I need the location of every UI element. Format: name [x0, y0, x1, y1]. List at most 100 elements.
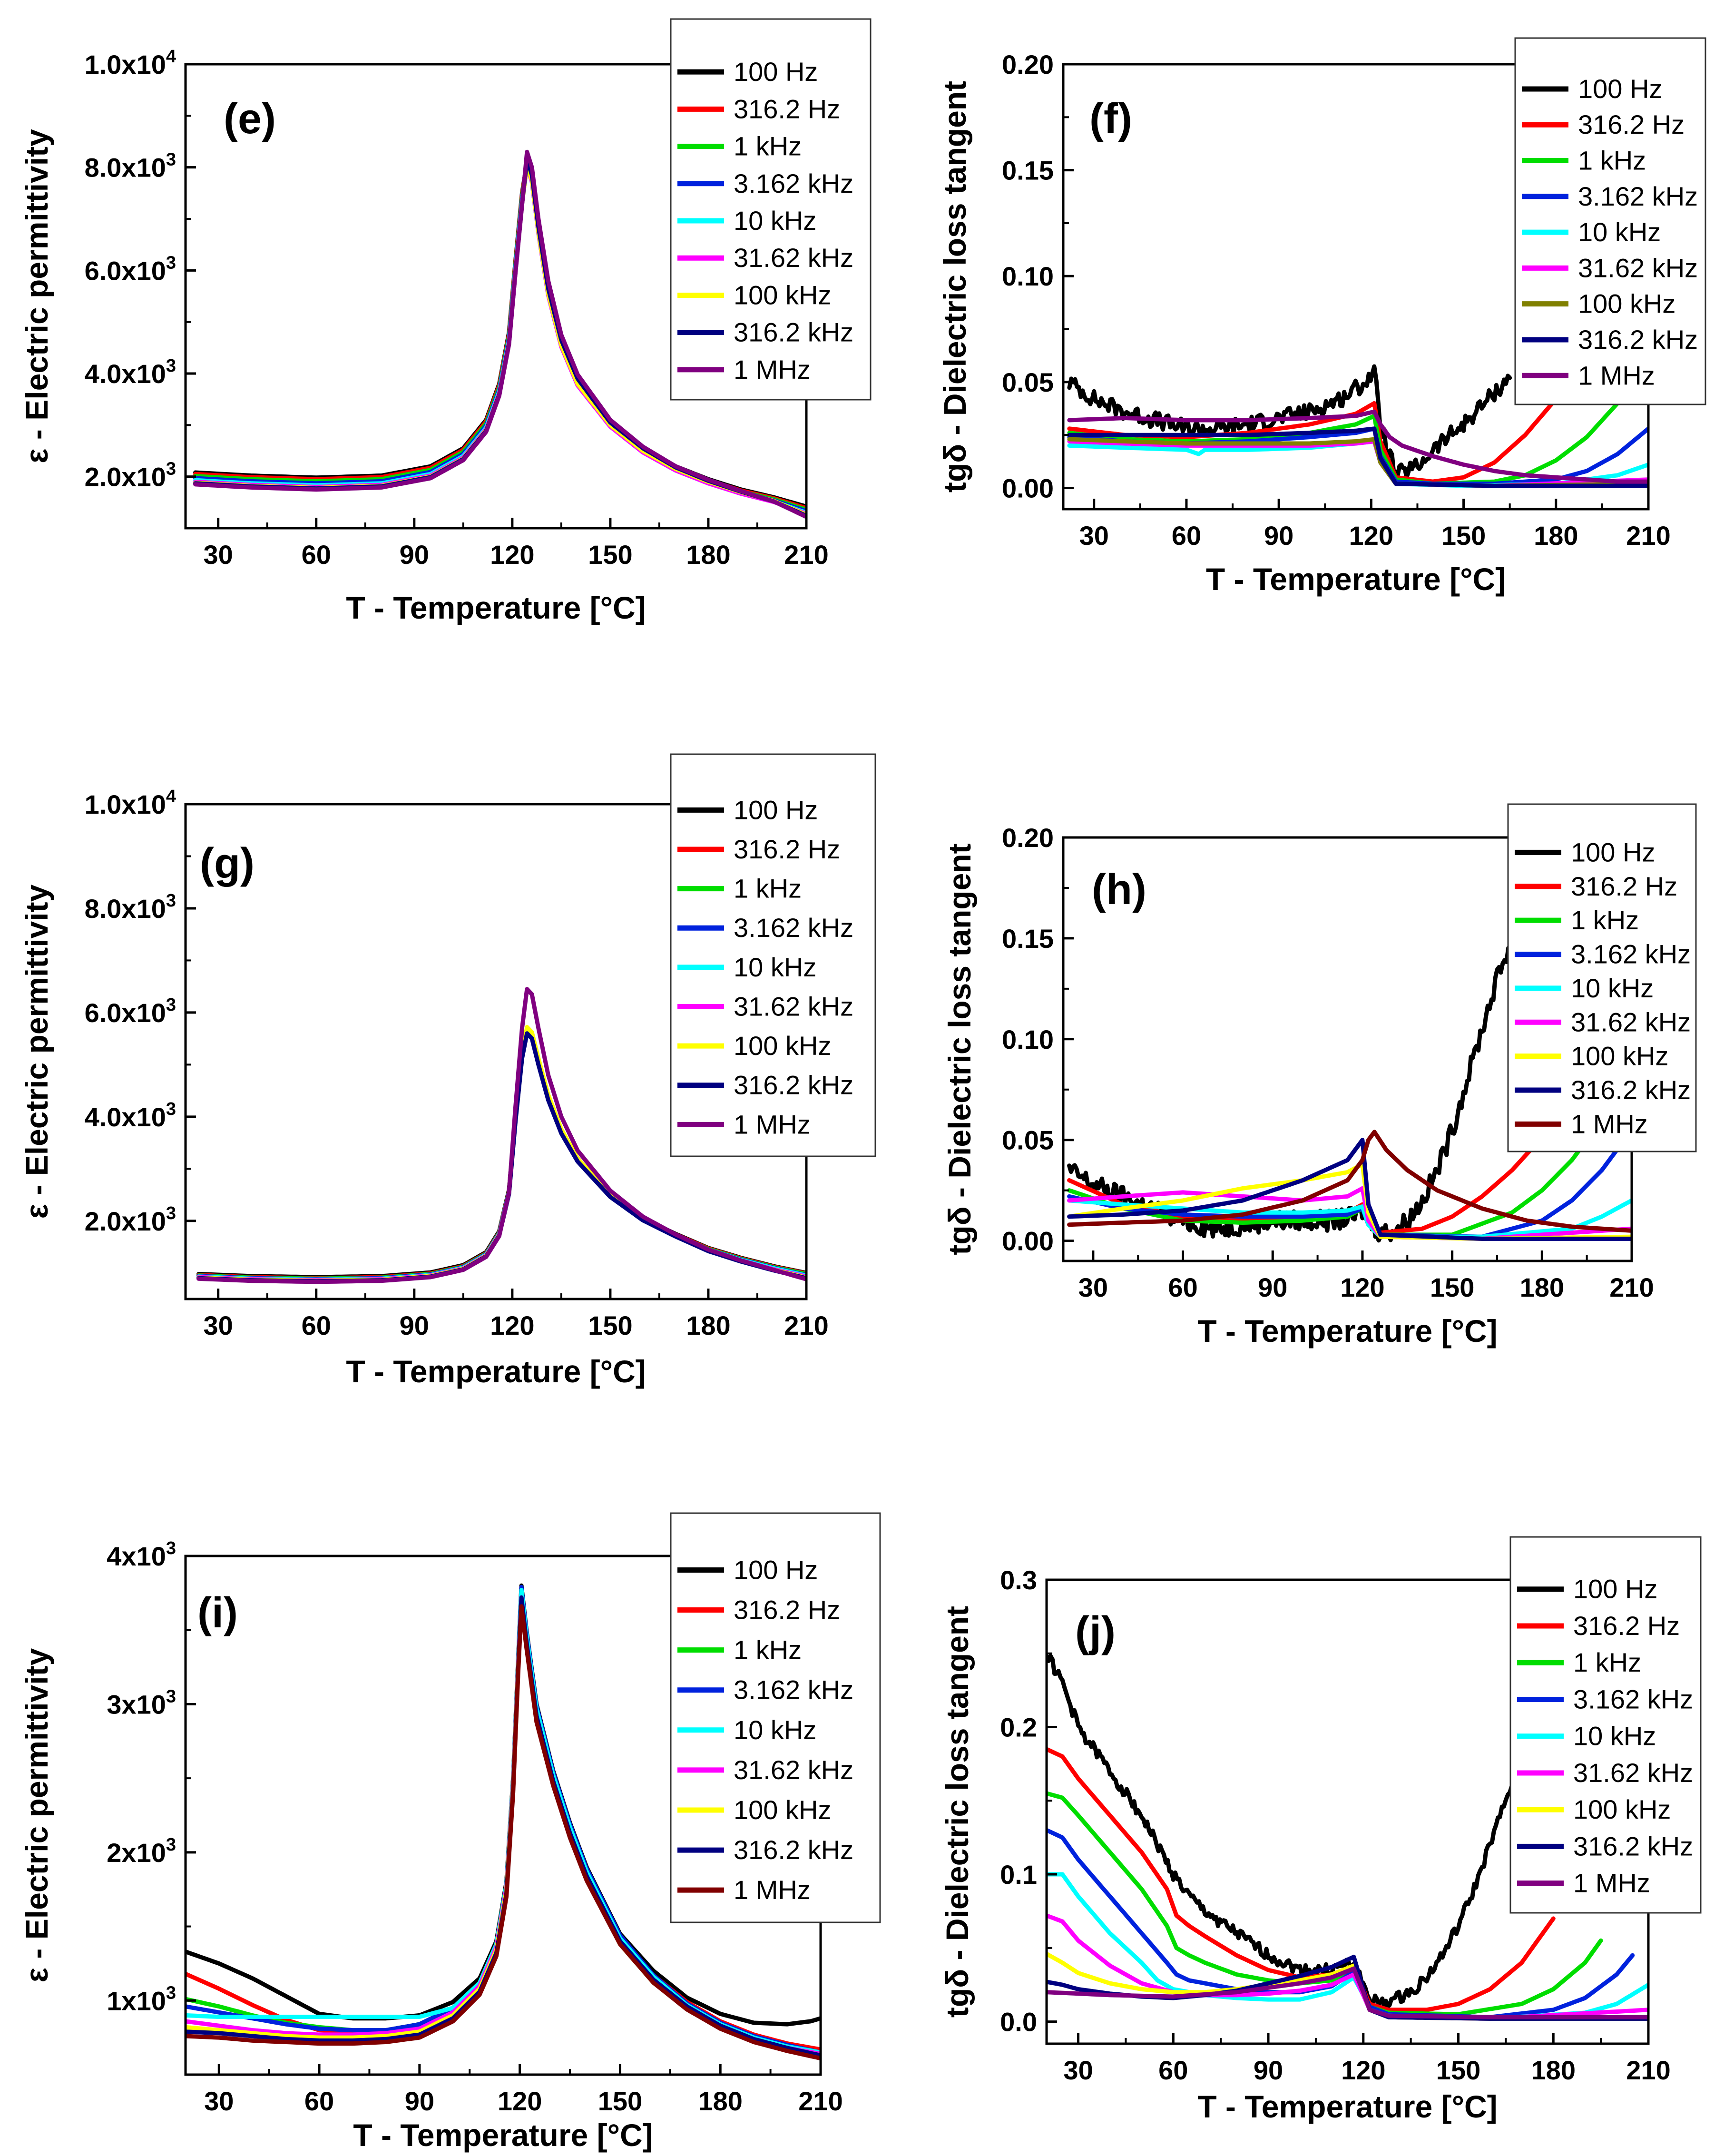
x-tick-label: 210: [798, 2086, 843, 2116]
panel-label: (e): [224, 95, 276, 143]
y-tick-label: 1.0x104: [85, 787, 176, 819]
legend-entry: 3.162 kHz: [734, 1675, 853, 1705]
y-tick-label: 2.0x103: [85, 459, 176, 492]
x-tick-label: 120: [490, 540, 534, 570]
x-tick-label: 60: [1158, 2055, 1188, 2085]
legend: 100 Hz 316.2 Hz 1 kHz 3.162 kHz 10 kHz 31.62 …: [1507, 803, 1697, 1152]
legend-entry: 10 kHz: [734, 1715, 816, 1745]
series-group: [186, 1583, 821, 2061]
legend: 100 Hz 316.2 Hz 1 kHz 3.162 kHz 10 kHz 31.62 …: [670, 18, 872, 401]
legend-entry: 100 kHz: [1573, 1794, 1671, 1824]
panel-e: 30 60 90 120 150 180 210 2.0x103 4.0x103 6.0x103 8…: [19, 18, 872, 625]
legend-entry: 316.2 kHz: [734, 1070, 853, 1100]
y-tick-label: 1.0x104: [85, 47, 176, 79]
y-tick-label: 8.0x103: [85, 150, 176, 183]
legend-box: [1507, 803, 1697, 1152]
x-tick-label: 150: [598, 2086, 642, 2116]
y-tick-label: 0.00: [1002, 1226, 1054, 1256]
legend-entry: 10 kHz: [734, 206, 816, 236]
x-tick-label: 30: [204, 540, 233, 570]
legend: 100 Hz 316.2 Hz 1 kHz 3.162 kHz 10 kHz 31.62 …: [1514, 37, 1706, 405]
legend-entry: 31.62 kHz: [1578, 253, 1698, 283]
legend-entry: 31.62 kHz: [734, 1755, 853, 1785]
y-tick-label: 0.15: [1002, 924, 1054, 954]
panel-label: (j): [1075, 1608, 1116, 1656]
x-tick-label: 180: [1534, 521, 1578, 551]
legend-entry: 100 Hz: [734, 57, 818, 87]
legend-entry: 316.2 Hz: [734, 834, 840, 864]
legend-entry: 316.2 kHz: [1573, 1831, 1693, 1861]
series-line-316-2-khz: [1067, 426, 1648, 488]
x-tick-label: 60: [302, 1310, 331, 1340]
series-group: [1067, 936, 1632, 1243]
x-tick-label: 60: [1168, 1272, 1197, 1302]
legend-entry: 1 kHz: [1573, 1647, 1641, 1677]
legend-entry: 1 MHz: [1573, 1868, 1650, 1898]
x-axis-title: T - Temperature [°C]: [346, 590, 646, 625]
x-tick-label: 120: [1341, 2055, 1385, 2085]
legend-entry: 316.2 Hz: [1571, 871, 1677, 901]
legend-entry: 100 kHz: [734, 280, 831, 310]
x-axis-title: T - Temperature [°C]: [1197, 2089, 1497, 2124]
legend: 100 Hz 316.2 Hz 1 kHz 3.162 kHz 10 kHz 31.62 …: [670, 1512, 881, 1923]
y-tick-label: 4.0x103: [85, 1099, 176, 1132]
series-line-100-hz: [1067, 364, 1512, 480]
panel-h: 30 60 90 120 150 180 210 0.00 0.05 0.10 0.15 0.20 T …: [942, 803, 1697, 1349]
panel-i: 30 60 90 120 150 180 210 1x103 2x103 3x103 4x103 T …: [19, 1512, 881, 2153]
y-tick-label: 0.10: [1002, 1024, 1054, 1054]
y-tick-label: 4x103: [107, 1538, 176, 1571]
x-tick-label: 120: [498, 2086, 542, 2116]
legend-entry: 1 MHz: [734, 1109, 811, 1139]
x-axis-title: T - Temperature [°C]: [1206, 561, 1506, 597]
x-tick-label: 150: [1441, 521, 1486, 551]
series-line-1-mhz: [196, 987, 806, 1284]
x-tick-label: 150: [588, 540, 632, 570]
legend-entry: 1 MHz: [734, 1875, 811, 1905]
legend-entry: 100 Hz: [1573, 1574, 1657, 1604]
legend: 100 Hz 316.2 Hz 1 kHz 3.162 kHz 10 kHz 31.62 …: [670, 753, 876, 1157]
x-tick-label: 180: [1531, 2055, 1576, 2085]
series-line-1-mhz: [193, 149, 806, 519]
legend-box: [670, 753, 876, 1157]
legend-entry: 10 kHz: [1573, 1721, 1656, 1751]
series-line-1-mhz: [186, 1604, 821, 2061]
series-line-1-mhz: [1047, 1966, 1648, 2019]
legend-entry: 3.162 kHz: [734, 913, 853, 943]
x-tick-label: 210: [1626, 2055, 1670, 2085]
legend-entry: 3.162 kHz: [734, 168, 853, 198]
legend-entry: 31.62 kHz: [734, 991, 853, 1021]
y-tick-label: 0.05: [1002, 1125, 1054, 1155]
legend-entry: 100 Hz: [734, 795, 818, 825]
x-tick-label: 30: [204, 1310, 233, 1340]
series-group: [1047, 1654, 1648, 2021]
legend-entry: 100 kHz: [1578, 289, 1675, 319]
x-tick-label: 180: [698, 2086, 742, 2116]
legend-entry: 100 kHz: [1571, 1041, 1668, 1071]
y-axis-title: tgδ - Dielectric loss tangent: [937, 81, 972, 492]
x-tick-label: 30: [1079, 521, 1109, 551]
legend-entry: 100 kHz: [734, 1795, 831, 1825]
legend-entry: 1 kHz: [734, 1635, 802, 1665]
series-group: [196, 987, 806, 1284]
legend-entry: 10 kHz: [1571, 973, 1654, 1003]
panel-label: (h): [1092, 866, 1146, 914]
legend: 100 Hz 316.2 Hz 1 kHz 3.162 kHz 10 kHz 31.62 …: [1509, 1536, 1702, 1914]
legend-entry: 100 Hz: [1571, 837, 1655, 867]
legend-entry: 316.2 kHz: [1571, 1075, 1691, 1105]
x-tick-label: 90: [1254, 2055, 1283, 2085]
y-axis-title: ε - Electric permittivity: [19, 884, 54, 1219]
legend-entry: 1 MHz: [1578, 360, 1655, 390]
legend-entry: 316.2 Hz: [734, 1595, 840, 1625]
x-tick-label: 150: [1430, 1272, 1474, 1302]
x-tick-label: 210: [1609, 1272, 1654, 1302]
y-axis-title: tgδ - Dielectric loss tangent: [940, 1606, 975, 2018]
series-line-100-hz: [1047, 1654, 1524, 2009]
y-axis-title: ε - Electric permittivity: [19, 1648, 54, 1982]
x-tick-label: 30: [204, 2086, 234, 2116]
legend-entry: 10 kHz: [734, 952, 816, 982]
x-tick-label: 90: [400, 540, 429, 570]
x-tick-label: 60: [302, 540, 331, 570]
x-tick-label: 210: [784, 540, 828, 570]
legend-entry: 1 kHz: [734, 131, 802, 161]
panel-j: 30 60 90 120 150 180 210 0.0 0.1 0.2 0.3 T - Temper…: [940, 1536, 1702, 2124]
